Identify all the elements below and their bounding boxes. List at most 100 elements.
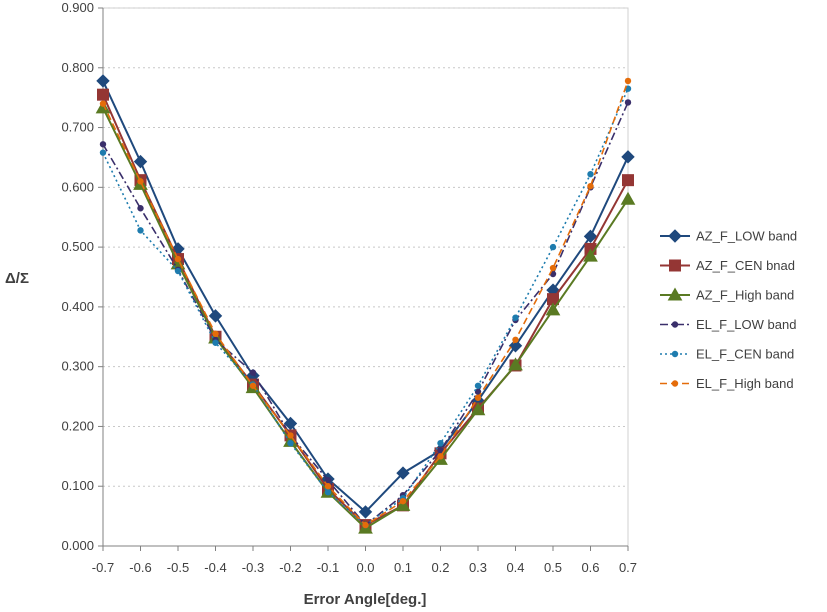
data-point (620, 191, 636, 205)
data-point (324, 489, 332, 496)
x-axis-title: Error Angle[deg.] (304, 591, 427, 608)
data-point (249, 369, 257, 376)
x-tick-label: 0.3 (469, 560, 487, 575)
data-point (549, 264, 557, 272)
plot-area (102, 7, 629, 547)
x-tick-label: -0.7 (92, 560, 114, 575)
legend-item: EL_F_CEN band (660, 347, 794, 362)
legend-marker (667, 287, 683, 301)
legend-item: EL_F_High band (660, 376, 794, 391)
legend-label: AZ_F_LOW band (696, 229, 797, 244)
x-tick-label: -0.5 (167, 560, 189, 575)
legend-marker (671, 350, 679, 358)
data-point (97, 88, 109, 101)
data-point (137, 227, 144, 234)
data-point (545, 302, 561, 316)
data-point (437, 439, 444, 447)
data-point (287, 432, 294, 439)
data-point (512, 336, 519, 343)
x-tick-label: -0.3 (242, 560, 264, 575)
y-tick-label: 0.200 (61, 418, 94, 433)
data-point (437, 447, 444, 454)
data-point (587, 170, 594, 178)
data-point (474, 394, 482, 401)
y-tick-label: 0.000 (61, 538, 94, 553)
data-point (621, 150, 635, 164)
legend-item: EL_F_LOW band (660, 317, 796, 332)
legend-label: AZ_F_High band (696, 288, 794, 303)
data-point (508, 357, 523, 371)
x-tick-label: 0.4 (506, 560, 524, 575)
legend-label: EL_F_High band (696, 376, 794, 391)
y-tick-label: 0.900 (61, 0, 94, 15)
data-point (212, 330, 219, 337)
data-point (96, 74, 110, 88)
y-tick-label: 0.100 (61, 478, 94, 493)
tick-labels: 0.000 0.100 0.200 0.300 0.400 0.500 0.600 0.700… (61, 0, 637, 575)
data-point (324, 477, 332, 484)
x-tick-label: -0.4 (204, 560, 226, 575)
legend-label: AZ_F_CEN bnad (696, 258, 795, 273)
legend-item: AZ_F_High band (660, 287, 794, 303)
data-point (512, 314, 519, 321)
data-point (437, 453, 444, 460)
data-point (287, 439, 294, 447)
data-point (395, 497, 411, 511)
legend-marker (668, 229, 682, 243)
y-tick-label: 0.400 (61, 299, 94, 314)
legend-marker (671, 380, 679, 387)
data-point (249, 382, 257, 389)
data-point (99, 141, 107, 148)
y-tick-label: 0.800 (61, 60, 94, 75)
data-point (174, 267, 182, 275)
data-point (399, 497, 407, 505)
y-tick-label: 0.700 (61, 120, 94, 135)
legend-label: EL_F_CEN band (696, 347, 794, 362)
data-point (212, 339, 219, 346)
data-point (137, 178, 144, 185)
x-tick-label: 0.2 (431, 560, 449, 575)
data-point (587, 182, 594, 190)
series-4 (99, 85, 632, 529)
x-tick-label: 0.6 (581, 560, 599, 575)
data-point (624, 99, 632, 106)
data-point (508, 339, 523, 353)
data-point (99, 100, 107, 107)
data-point (474, 388, 482, 395)
legend-item: AZ_F_CEN bnad (660, 258, 795, 273)
series-group (95, 74, 636, 534)
data-point (208, 309, 223, 323)
data-point (362, 521, 369, 529)
x-tick-label: 0.7 (619, 560, 637, 575)
legend-label: EL_F_LOW band (696, 317, 796, 332)
data-point (358, 505, 373, 519)
data-point (549, 243, 557, 251)
x-tick-label: -0.2 (279, 560, 301, 575)
y-axis-title: Δ/Σ (5, 270, 29, 287)
data-point (95, 100, 111, 114)
legend-marker (671, 321, 679, 328)
data-point (396, 466, 410, 480)
x-tick-label: -0.1 (317, 560, 339, 575)
x-tick-label: -0.6 (129, 560, 151, 575)
x-tick-label: 0.5 (544, 560, 562, 575)
series-5 (99, 77, 632, 529)
y-tick-label: 0.300 (61, 359, 94, 374)
data-point (137, 205, 144, 212)
data-point (99, 149, 107, 156)
y-tick-label: 0.500 (61, 239, 94, 254)
data-point (324, 483, 332, 490)
data-point (133, 154, 148, 169)
data-point (624, 77, 632, 85)
legend: AZ_F_LOW band AZ_F_CEN bnad AZ_F_High band… (660, 229, 797, 391)
legend-marker (669, 259, 681, 272)
x-tick-label: 0.1 (394, 560, 412, 575)
x-tick-label: 0.0 (356, 560, 374, 575)
data-point (174, 255, 182, 263)
data-point (470, 402, 486, 416)
data-point (622, 174, 634, 187)
data-point (583, 229, 598, 244)
data-point (474, 382, 482, 389)
